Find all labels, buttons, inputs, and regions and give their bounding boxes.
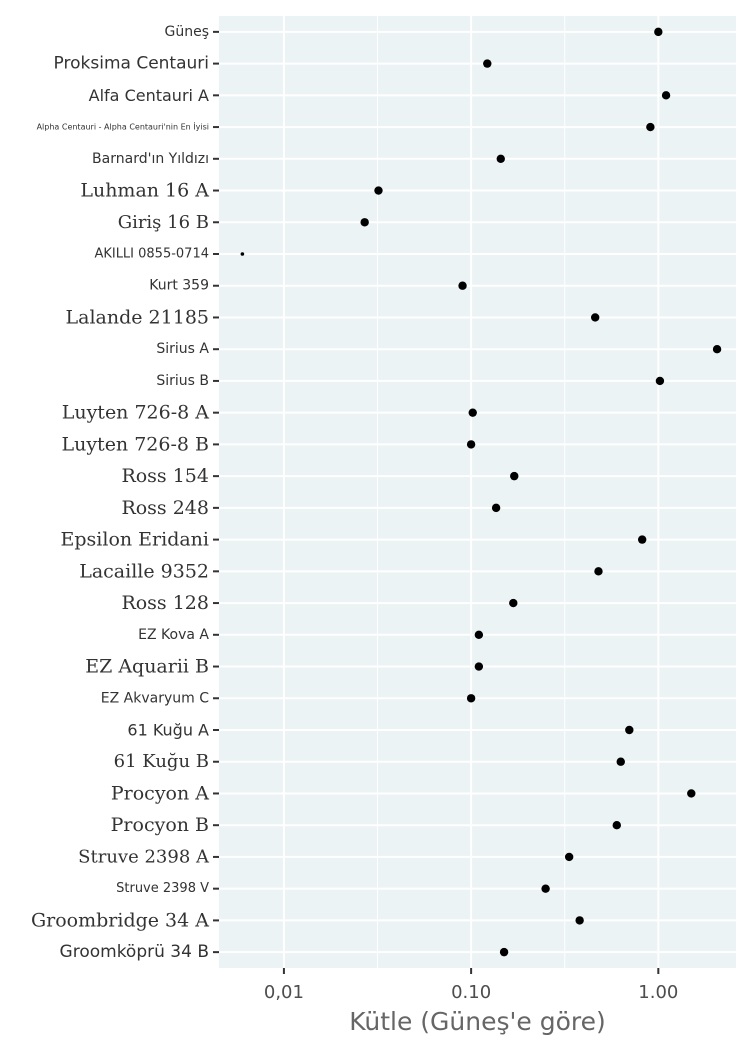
x-tick-labels: 0,01 0.10 1.00 <box>264 982 678 1003</box>
data-point <box>575 916 584 925</box>
category-label: Sirius B <box>156 373 209 389</box>
category-label: Epsilon Eridani <box>61 529 209 551</box>
data-point <box>541 884 550 893</box>
data-point <box>637 535 647 544</box>
category-label: Güneş <box>164 24 209 40</box>
category-label: Giriş 16 B <box>118 212 209 233</box>
data-point <box>496 154 505 163</box>
data-point <box>509 598 518 608</box>
data-point <box>654 27 663 37</box>
category-label: Ross 248 <box>121 497 209 519</box>
axis-ticks <box>213 30 660 974</box>
data-point <box>590 313 600 322</box>
data-point <box>474 630 484 639</box>
data-point <box>687 789 696 798</box>
x-axis-title: Kütle (Güneş'e göre) <box>349 1007 606 1036</box>
data-point <box>510 471 519 481</box>
category-label: Luhman 16 A <box>80 180 209 202</box>
data-point <box>240 252 245 256</box>
data-point <box>360 218 369 227</box>
category-label: Luyten 726-8 B <box>61 433 209 455</box>
category-label: Alpha Centauri - Alpha Centauri'nin En İ… <box>37 122 209 132</box>
data-point <box>594 567 603 576</box>
data-point <box>661 91 671 100</box>
data-points <box>240 27 722 957</box>
category-label: EZ Kova A <box>138 627 209 643</box>
category-label: Sirius A <box>156 341 209 357</box>
category-label: Luyten 726-8 A <box>62 402 210 424</box>
category-label: Lacaille 9352 <box>79 560 209 582</box>
category-label: Kurt 359 <box>149 278 209 294</box>
data-point <box>483 59 492 68</box>
category-label: Groombridge 34 A <box>31 909 209 931</box>
category-label: Proksima Centauri <box>54 54 209 74</box>
category-label: Ross 128 <box>121 592 209 614</box>
x-tick-label: 0,01 <box>264 982 304 1003</box>
data-point <box>625 725 634 735</box>
data-point <box>655 376 665 386</box>
panel-background <box>219 16 736 968</box>
category-label: Procyon B <box>111 814 209 836</box>
x-tick-label: 0.10 <box>451 982 491 1003</box>
category-labels: Güneş Proksima Centauri Alfa Centauri A Alp… <box>31 24 210 962</box>
category-label: Struve 2398 A <box>78 846 210 867</box>
data-point <box>612 821 621 830</box>
category-label: AKILLI 0855-0714 <box>94 247 209 262</box>
data-point <box>499 947 509 957</box>
x-tick-label: 1.00 <box>638 982 678 1003</box>
data-point <box>646 122 655 132</box>
data-point <box>468 408 477 417</box>
category-label: Groomköprü 34 B <box>60 942 209 962</box>
data-point <box>712 345 722 354</box>
data-point <box>474 662 484 671</box>
category-label: Struve 2398 V <box>116 881 209 896</box>
category-label: Barnard'ın Yıldızı <box>92 151 209 167</box>
data-point <box>564 852 574 862</box>
data-point <box>466 440 476 449</box>
gridlines <box>219 16 736 968</box>
category-label: Ross 154 <box>121 465 209 487</box>
category-label: Lalande 21185 <box>66 306 209 328</box>
data-point <box>466 694 476 703</box>
data-point <box>616 757 625 766</box>
category-label: 61 Kuğu B <box>114 751 209 772</box>
category-label: EZ Aquarii B <box>85 656 209 678</box>
category-label: EZ Akvaryum C <box>101 690 209 706</box>
category-label: Alfa Centauri A <box>89 86 209 105</box>
data-point <box>491 503 501 513</box>
data-point <box>458 281 467 290</box>
category-label: 61 Kuğu A <box>127 721 209 740</box>
category-label: Procyon A <box>111 782 209 804</box>
data-point <box>374 186 383 195</box>
